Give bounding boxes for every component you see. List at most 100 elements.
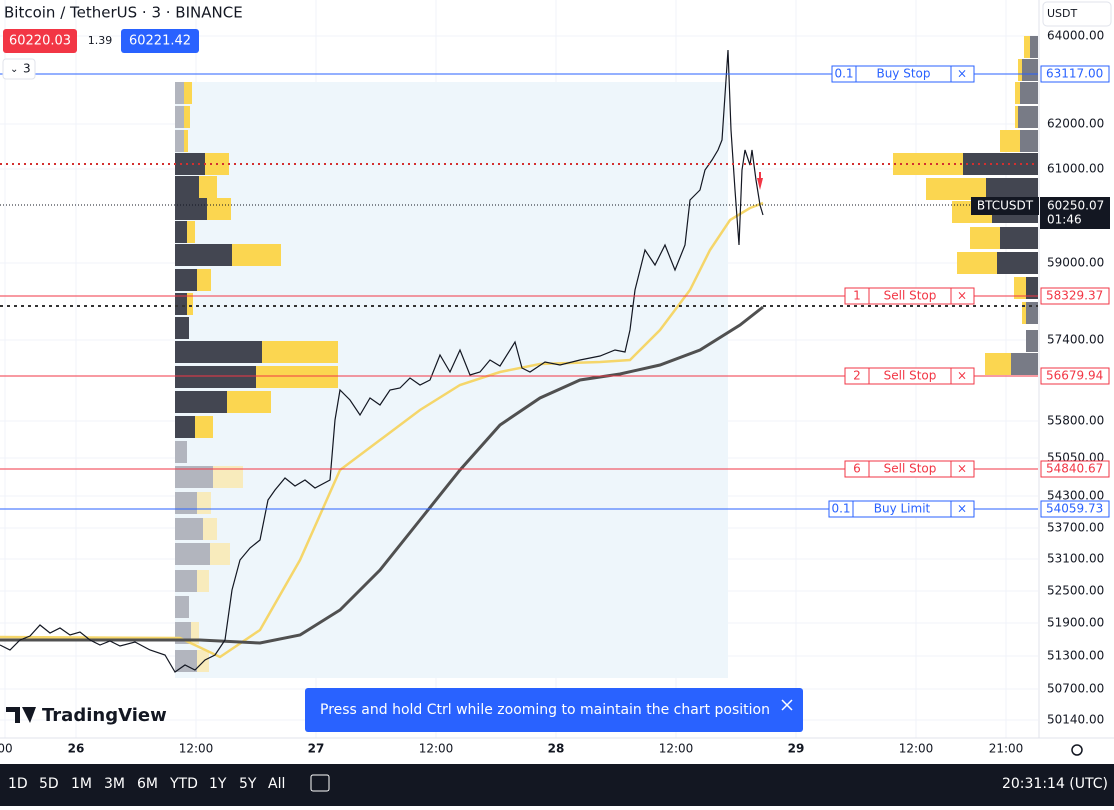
order-price: 56679.94 (1046, 369, 1103, 383)
order-qty[interactable]: 0.1 (834, 67, 853, 81)
range-button[interactable]: All (268, 776, 285, 792)
price-label: 53700.00 (1047, 521, 1104, 535)
profile-bar (1011, 353, 1038, 375)
order-box[interactable] (844, 287, 975, 305)
range-button[interactable]: 6M (137, 776, 158, 792)
profile-bar (1015, 82, 1020, 104)
profile-bar (985, 353, 1011, 375)
profile-bar (1018, 106, 1038, 128)
profile-bar (175, 570, 197, 592)
order-box[interactable] (844, 367, 975, 385)
profile-bar (1018, 59, 1022, 81)
indicator-toggle[interactable] (2, 58, 36, 80)
profile-bar (184, 130, 188, 152)
order-box[interactable] (828, 500, 975, 518)
currency[interactable]: USDT (1047, 7, 1078, 20)
order-qty[interactable]: 0.1 (831, 502, 850, 516)
order-cancel[interactable]: × (957, 369, 967, 383)
price-label: 62000.00 (1047, 117, 1104, 131)
time-label: 27 (308, 742, 325, 756)
order-type[interactable]: Sell Stop (884, 369, 937, 383)
toast (305, 688, 803, 732)
profile-bar (175, 317, 189, 339)
profile-bar (957, 252, 997, 274)
price-label: 57400.00 (1047, 333, 1104, 347)
date-range-icon[interactable] (310, 774, 330, 792)
profile-bar (1020, 130, 1038, 152)
toast-close[interactable] (781, 699, 793, 711)
time-axis: 00 26 12:00 27 12:00 28 12:00 29 12:00 21:00 (0, 742, 1023, 756)
buy-price[interactable]: 60221.42 (129, 34, 191, 49)
profile-bar (926, 178, 986, 200)
profile-bar (175, 366, 256, 388)
range-button[interactable]: YTD (169, 776, 198, 792)
range-button[interactable]: 5Y (239, 776, 257, 792)
profile-bar (175, 153, 205, 175)
profile-bar (187, 293, 193, 315)
profile-bar (175, 441, 187, 463)
slow-ma (0, 305, 764, 645)
currency-box[interactable] (1042, 1, 1112, 27)
order-type[interactable]: Sell Stop (884, 462, 937, 476)
price-label: 52500.00 (1047, 584, 1104, 598)
profile-bar (195, 416, 213, 438)
profile-bar (175, 221, 187, 243)
profile-bar (213, 466, 243, 488)
price-label: 64000.00 (1047, 29, 1104, 43)
range-button[interactable]: 3M (104, 776, 125, 792)
order-type[interactable]: Buy Limit (874, 502, 931, 516)
indicator-count[interactable]: 3 (23, 62, 31, 76)
profile-bar (1000, 130, 1020, 152)
order-cancel[interactable]: × (957, 502, 967, 516)
logo: TradingView (42, 705, 167, 726)
profile-bar (1030, 36, 1038, 58)
order-box[interactable] (844, 460, 975, 478)
profile-bar (175, 269, 197, 291)
range-button[interactable]: 5D (39, 776, 59, 792)
sell-price[interactable]: 60220.03 (9, 34, 71, 49)
order-type[interactable]: Buy Stop (876, 67, 930, 81)
volume-profile (175, 36, 1038, 672)
order-type[interactable]: Sell Stop (884, 289, 937, 303)
profile-bar (893, 153, 963, 175)
range-button[interactable]: 1M (71, 776, 92, 792)
profile-bar (1026, 302, 1038, 324)
price-label: 61000.00 (1047, 162, 1104, 176)
time-label: 12:00 (179, 742, 214, 756)
profile-bar (175, 106, 184, 128)
order-price-tag (1040, 287, 1110, 305)
symbol-tag-text: BTCUSDT (977, 199, 1034, 213)
price-label: 50140.00 (1047, 713, 1104, 727)
order-price-tag (1040, 367, 1110, 385)
range-button[interactable]: 1Y (209, 776, 227, 792)
order-cancel[interactable]: × (957, 462, 967, 476)
chevron: ⌄ (10, 64, 18, 75)
fast-ma (0, 201, 764, 659)
order-qty[interactable]: 2 (853, 369, 861, 383)
profile-bar (203, 518, 217, 540)
order-cancel[interactable]: × (957, 67, 967, 81)
profile-bar (232, 244, 281, 266)
time-label: 12:00 (659, 742, 694, 756)
settings-icon[interactable] (1071, 744, 1083, 756)
order-cancel[interactable]: × (957, 289, 967, 303)
order-qty[interactable]: 1 (853, 289, 861, 303)
profile-bar (1026, 277, 1038, 299)
sell-button[interactable] (3, 29, 77, 53)
price-label: 53100.00 (1047, 552, 1104, 566)
time-label: 12:00 (419, 742, 454, 756)
order-box[interactable] (831, 65, 975, 83)
profile-bar (197, 269, 211, 291)
profile-bar (197, 492, 211, 514)
profile-bar (175, 130, 184, 152)
price-label: 51900.00 (1047, 616, 1104, 630)
range-button[interactable]: 1D (8, 776, 28, 792)
order-qty[interactable]: 6 (853, 462, 861, 476)
buy-button[interactable] (121, 29, 199, 53)
profile-bar (963, 153, 1038, 175)
price-label: 51300.00 (1047, 649, 1104, 663)
profile-bar (175, 416, 195, 438)
profile-bar (175, 518, 203, 540)
profile-bar (191, 622, 199, 644)
